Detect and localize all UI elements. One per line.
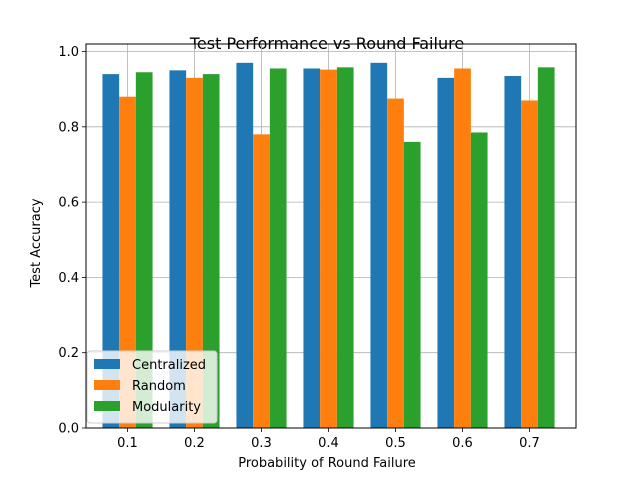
y-axis-label: Test Accuracy [29,198,44,288]
bar-centralized-0.1 [102,74,120,428]
x-tick-label: 0.4 [318,436,339,451]
bar-random-0.2 [186,77,203,428]
bar-centralized-0.5 [370,62,388,429]
x-tick-label: 0.2 [184,436,205,451]
y-tick-label: 0.2 [58,346,79,361]
bar-centralized-0.7 [504,76,522,428]
x-axis-label: Probability of Round Failure [238,456,416,471]
x-tick-label: 0.1 [117,436,138,451]
x-tick-label: 0.7 [519,436,540,451]
bar-random-0.6 [454,68,471,429]
bar-modularity-0.5 [403,141,421,428]
x-tick-label: 0.5 [385,436,406,451]
bar-modularity-0.2 [202,74,220,428]
plot-frame [85,43,577,429]
bar-random-0.5 [387,98,404,429]
ticks: 0.0 0.2 0.4 0.6 0.8 1.0 0.1 0.2 0.3 0.4 0.5 0.6 0.7 [58,45,540,451]
bar-modularity-0.1 [135,72,153,428]
bar-random-0.4 [320,69,337,428]
bar-modularity-0.3 [269,68,287,429]
bar-centralized-0.2 [169,70,187,429]
bar-random-0.7 [521,100,538,429]
bars [102,62,555,429]
y-tick-label: 0.6 [58,196,79,211]
bar-modularity-0.7 [537,67,555,428]
legend-swatch-centralized [94,359,120,369]
bar-modularity-0.6 [470,132,488,428]
bar-centralized-0.3 [236,62,254,429]
bar-random-0.3 [253,134,270,428]
y-tick-label: 0.0 [58,422,79,437]
bar-modularity-0.4 [336,67,354,428]
legend-swatch-modularity [94,401,120,411]
y-tick-label: 0.8 [58,120,79,135]
legend-swatch-random [94,380,120,390]
x-tick-label: 0.3 [251,436,272,451]
y-tick-label: 0.4 [58,271,79,286]
bar-centralized-0.4 [303,68,321,429]
legend: Centralized Random Modularity [86,350,218,424]
legend-label-modularity: Modularity [132,400,201,415]
legend-label-random: Random [132,379,186,394]
x-tick-label: 0.6 [452,436,473,451]
bar-centralized-0.6 [437,77,455,428]
legend-label-centralized: Centralized [132,358,206,373]
bar-random-0.1 [119,96,136,429]
y-tick-label: 1.0 [58,45,79,60]
